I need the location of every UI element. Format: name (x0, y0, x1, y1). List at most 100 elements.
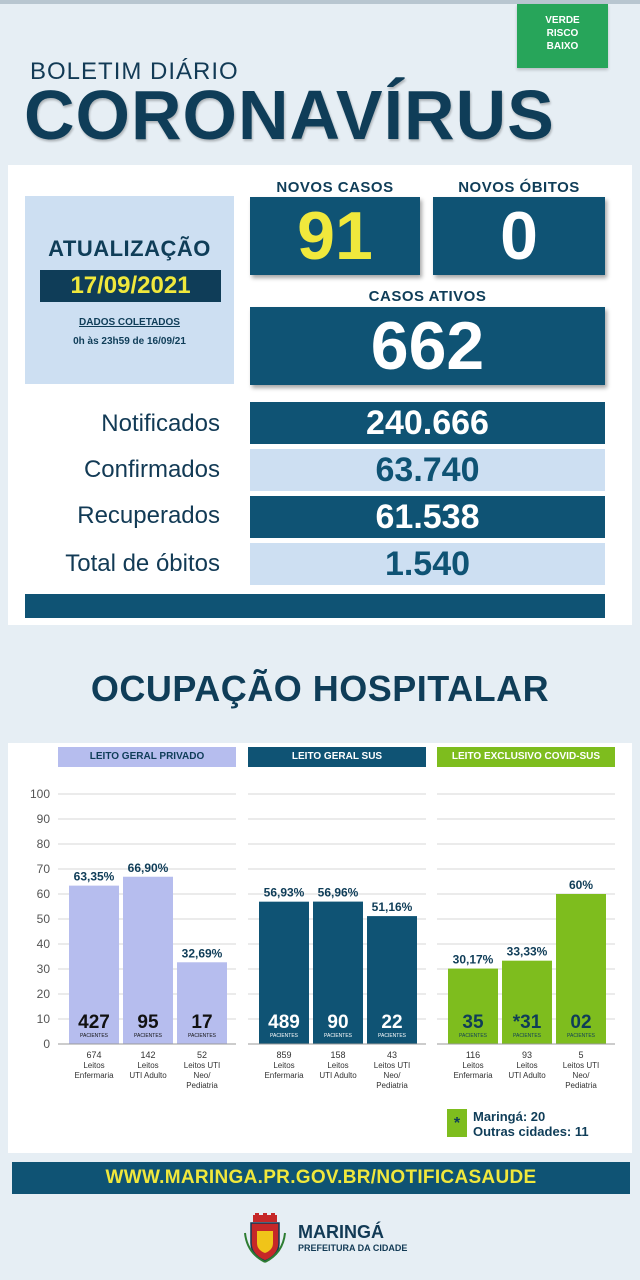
bar-bed-count: 93 (522, 1050, 532, 1060)
y-tick-label: 60 (37, 887, 51, 901)
bar-bed-count: 859 (276, 1050, 291, 1060)
group-header-sus: LEITO GERAL SUS (248, 747, 426, 767)
bar-bed-type-label: Leitos (273, 1061, 294, 1070)
bar-patient-count: 95 (137, 1012, 159, 1033)
city-crest-icon (244, 1213, 286, 1263)
bar-patient-count: 17 (191, 1012, 212, 1033)
bar-patient-count: 427 (78, 1012, 110, 1033)
collected-label: DADOS COLETADOS (79, 317, 180, 328)
bar-percent-label: 30,17% (453, 953, 494, 967)
legend-line-1: Maringá: 20 (473, 1109, 546, 1124)
collected-range: 0h às 23h59 de 16/09/21 (73, 336, 186, 347)
bar-patients-word: PACIENTES (134, 1033, 163, 1039)
confirmed-label: Confirmados (83, 456, 220, 483)
group-header-covid-sus: LEITO EXCLUSIVO COVID-SUS (437, 747, 615, 767)
bar-percent-label: 51,16% (372, 900, 413, 914)
bar-bed-type-label: Pediatria (186, 1081, 218, 1090)
occupancy-bar (502, 960, 552, 1044)
update-date: 17/09/2021 (40, 270, 221, 302)
bar-bed-count: 674 (86, 1050, 101, 1060)
update-title: ATUALIZAÇÃO (48, 236, 211, 261)
confirmed-value: 63.740 (250, 449, 605, 491)
bar-percent-label: 33,33% (507, 945, 548, 959)
legend-line-2: Outras cidades: 11 (473, 1124, 589, 1139)
bar-bed-count: 142 (140, 1050, 155, 1060)
active-cases-value: 662 (250, 307, 605, 385)
notified-value: 240.666 (250, 402, 605, 444)
y-tick-label: 0 (43, 1037, 50, 1051)
bar-bed-type-label: Enfermaria (453, 1071, 493, 1080)
risk-badge-line-3: BAIXO (546, 41, 579, 52)
occupancy-bar (177, 962, 227, 1044)
y-tick-label: 100 (30, 787, 50, 801)
notified-label: Notificados (101, 410, 220, 437)
bar-patient-count: 22 (381, 1012, 402, 1033)
bar-bed-type-label: Leitos (83, 1061, 104, 1070)
bar-bed-type-label: Leitos UTI (184, 1061, 220, 1070)
bar-patients-word: PACIENTES (188, 1033, 217, 1039)
summary-bottom-bar (25, 594, 605, 618)
y-tick-label: 20 (37, 987, 51, 1001)
occupancy-bar (367, 916, 417, 1044)
top-divider (0, 0, 640, 4)
asterisk-legend-icon: * (447, 1109, 467, 1137)
bar-percent-label: 56,93% (264, 886, 305, 900)
bar-bed-type-label: Neo/ (384, 1071, 402, 1080)
y-tick-label: 10 (37, 1012, 51, 1026)
new-cases-value: 91 (250, 197, 420, 275)
risk-badge-line-1: VERDE (545, 15, 580, 26)
bar-percent-label: 63,35% (74, 870, 115, 884)
y-tick-label: 40 (37, 937, 51, 951)
bar-patient-count: 90 (327, 1012, 348, 1033)
bar-bed-type-label: Enfermaria (264, 1071, 304, 1080)
y-tick-label: 70 (37, 862, 51, 876)
bar-bed-count: 158 (330, 1050, 345, 1060)
total-deaths-value: 1.540 (250, 543, 605, 585)
bar-bed-type-label: UTI Adulto (508, 1071, 546, 1080)
page-title: CORONAVÍRUS (24, 76, 555, 154)
bar-bed-count: 5 (578, 1050, 583, 1060)
website-link[interactable]: WWW.MARINGA.PR.GOV.BR/NOTIFICASAUDE (12, 1162, 630, 1194)
bar-bed-count: 52 (197, 1050, 207, 1060)
occupancy-bar (448, 968, 498, 1044)
y-tick-label: 50 (37, 912, 51, 926)
occupancy-chart: 0 10 20 30 40 50 60 70 80 90 100 63,35% 427 PACIENTES… (30, 787, 615, 1090)
occupancy-bar (259, 901, 309, 1044)
y-tick-label: 30 (37, 962, 51, 976)
occupancy-bar (69, 885, 119, 1044)
bar-bed-type-label: Leitos (327, 1061, 348, 1070)
bar-percent-label: 56,96% (318, 886, 359, 900)
new-deaths-label: NOVOS ÓBITOS (458, 179, 580, 196)
y-tick-label: 80 (37, 837, 51, 851)
total-deaths-label: Total de óbitos (65, 550, 220, 577)
bulletin-label: BOLETIM DIÁRIO (30, 58, 239, 85)
bar-bed-count: 116 (466, 1050, 480, 1060)
bar-bed-type-label: Neo/ (194, 1071, 212, 1080)
bar-patients-word: PACIENTES (324, 1033, 353, 1039)
bar-bed-type-label: Leitos (516, 1061, 537, 1070)
occupancy-bar (123, 876, 173, 1044)
bar-patient-count: 35 (462, 1012, 484, 1033)
bar-bed-type-label: UTI Adulto (129, 1071, 167, 1080)
new-cases-label: NOVOS CASOS (276, 179, 394, 196)
bar-bed-count: 43 (387, 1050, 397, 1060)
bar-patients-word: PACIENTES (513, 1033, 542, 1039)
bar-bed-type-label: Leitos (137, 1061, 158, 1070)
recovered-label: Recuperados (77, 502, 220, 529)
city-subtitle: PREFEITURA DA CIDADE (298, 1243, 408, 1253)
bar-bed-type-label: UTI Adulto (319, 1071, 357, 1080)
bar-bed-type-label: Pediatria (376, 1081, 408, 1090)
group-header-private: LEITO GERAL PRIVADO (58, 747, 236, 767)
section-title: OCUPAÇÃO HOSPITALAR (90, 668, 550, 709)
bar-bed-type-label: Leitos UTI (374, 1061, 410, 1070)
bar-bed-type-label: Leitos UTI (563, 1061, 599, 1070)
risk-level-badge: VERDE RISCO BAIXO (517, 4, 608, 68)
bar-patients-word: PACIENTES (378, 1033, 407, 1039)
occupancy-bar (313, 901, 363, 1044)
bar-bed-type-label: Neo/ (573, 1071, 591, 1080)
bar-percent-label: 32,69% (182, 946, 223, 960)
bar-patient-count: 489 (268, 1012, 300, 1033)
y-tick-label: 90 (37, 812, 51, 826)
city-name: MARINGÁ (298, 1222, 384, 1242)
bar-percent-label: 60% (569, 878, 593, 892)
